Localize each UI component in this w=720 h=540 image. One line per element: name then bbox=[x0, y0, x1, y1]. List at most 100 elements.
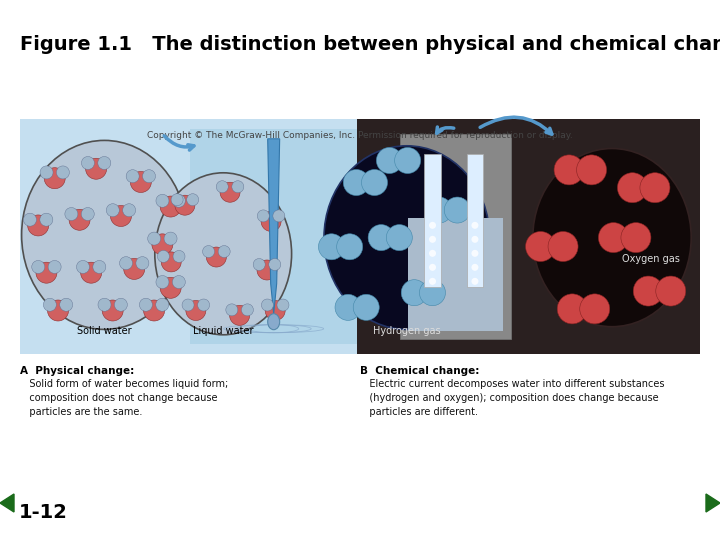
Text: Hydrogen gas: Hydrogen gas bbox=[373, 326, 441, 336]
Circle shape bbox=[377, 147, 402, 173]
Circle shape bbox=[577, 155, 606, 185]
Text: Solid water: Solid water bbox=[77, 326, 132, 336]
Circle shape bbox=[640, 173, 670, 202]
Circle shape bbox=[253, 259, 265, 271]
Circle shape bbox=[429, 278, 436, 285]
Circle shape bbox=[158, 251, 169, 262]
Ellipse shape bbox=[324, 146, 490, 329]
Circle shape bbox=[634, 276, 663, 306]
Circle shape bbox=[32, 260, 45, 273]
Circle shape bbox=[261, 211, 281, 232]
Circle shape bbox=[218, 246, 230, 258]
Circle shape bbox=[557, 294, 588, 324]
Circle shape bbox=[156, 194, 169, 207]
Circle shape bbox=[182, 299, 194, 311]
Circle shape bbox=[220, 182, 240, 202]
Circle shape bbox=[337, 234, 363, 260]
Polygon shape bbox=[268, 139, 279, 314]
Circle shape bbox=[618, 173, 647, 202]
Circle shape bbox=[554, 155, 584, 185]
Text: Liquid water: Liquid water bbox=[193, 326, 253, 336]
Circle shape bbox=[156, 275, 169, 288]
Circle shape bbox=[173, 251, 185, 262]
Text: Electric current decomposes water into different substances
   (hydrogen and oxy: Electric current decomposes water into d… bbox=[360, 379, 665, 417]
Circle shape bbox=[472, 222, 478, 229]
Circle shape bbox=[152, 234, 173, 255]
Circle shape bbox=[56, 166, 69, 179]
Text: A  Physical change:: A Physical change: bbox=[20, 366, 135, 376]
Circle shape bbox=[429, 222, 436, 229]
Ellipse shape bbox=[533, 148, 691, 327]
Circle shape bbox=[472, 236, 478, 243]
FancyBboxPatch shape bbox=[20, 119, 356, 354]
Circle shape bbox=[186, 300, 206, 321]
FancyBboxPatch shape bbox=[467, 154, 483, 287]
Circle shape bbox=[114, 298, 127, 311]
Circle shape bbox=[124, 259, 145, 279]
Circle shape bbox=[265, 300, 285, 321]
Circle shape bbox=[126, 170, 139, 183]
Circle shape bbox=[318, 234, 344, 260]
Text: Solid form of water becomes liquid form;
   composition does not change because
: Solid form of water becomes liquid form;… bbox=[20, 379, 228, 417]
Circle shape bbox=[48, 300, 68, 321]
Circle shape bbox=[81, 207, 94, 220]
Circle shape bbox=[160, 278, 181, 298]
Polygon shape bbox=[706, 494, 720, 512]
Circle shape bbox=[207, 247, 226, 267]
Text: Oxygen gas: Oxygen gas bbox=[622, 254, 680, 264]
Circle shape bbox=[164, 232, 177, 245]
Circle shape bbox=[136, 256, 149, 269]
Circle shape bbox=[86, 158, 107, 179]
Circle shape bbox=[429, 250, 436, 257]
Circle shape bbox=[69, 210, 90, 230]
Text: 1-12: 1-12 bbox=[19, 503, 68, 522]
Text: Copyright © The McGraw-Hill Companies, Inc. Permission required for reproduction: Copyright © The McGraw-Hill Companies, I… bbox=[147, 131, 573, 140]
Circle shape bbox=[171, 194, 183, 206]
Circle shape bbox=[36, 262, 57, 283]
Ellipse shape bbox=[268, 314, 279, 330]
Circle shape bbox=[548, 232, 578, 261]
FancyBboxPatch shape bbox=[408, 218, 503, 330]
Circle shape bbox=[110, 206, 132, 226]
Circle shape bbox=[257, 210, 269, 222]
Circle shape bbox=[361, 170, 387, 195]
Circle shape bbox=[241, 304, 253, 316]
Circle shape bbox=[24, 213, 37, 226]
Circle shape bbox=[368, 225, 394, 251]
Circle shape bbox=[172, 194, 185, 207]
Circle shape bbox=[143, 170, 156, 183]
Circle shape bbox=[621, 222, 651, 253]
Circle shape bbox=[172, 275, 185, 288]
Circle shape bbox=[81, 262, 102, 283]
Circle shape bbox=[387, 225, 413, 251]
Ellipse shape bbox=[22, 140, 187, 329]
Circle shape bbox=[277, 299, 289, 311]
Circle shape bbox=[98, 298, 111, 311]
Circle shape bbox=[98, 157, 111, 170]
Circle shape bbox=[273, 210, 285, 222]
Circle shape bbox=[202, 246, 215, 258]
Circle shape bbox=[160, 196, 181, 217]
Circle shape bbox=[65, 207, 78, 220]
Circle shape bbox=[186, 194, 199, 206]
Circle shape bbox=[43, 298, 56, 311]
Circle shape bbox=[60, 298, 73, 311]
FancyBboxPatch shape bbox=[190, 129, 356, 343]
Circle shape bbox=[343, 170, 369, 195]
Circle shape bbox=[472, 278, 478, 285]
Circle shape bbox=[156, 298, 168, 311]
Circle shape bbox=[120, 256, 132, 269]
Circle shape bbox=[175, 195, 195, 215]
Circle shape bbox=[472, 264, 478, 271]
Circle shape bbox=[656, 276, 685, 306]
Circle shape bbox=[261, 299, 274, 311]
Circle shape bbox=[335, 294, 361, 320]
Circle shape bbox=[580, 294, 610, 324]
Circle shape bbox=[230, 305, 250, 326]
Polygon shape bbox=[0, 494, 14, 512]
Circle shape bbox=[444, 197, 470, 223]
Circle shape bbox=[226, 304, 238, 316]
Circle shape bbox=[93, 260, 106, 273]
Circle shape bbox=[472, 250, 478, 257]
Circle shape bbox=[102, 300, 123, 321]
